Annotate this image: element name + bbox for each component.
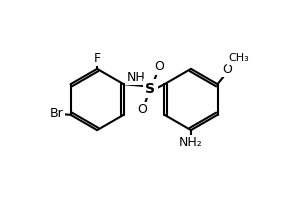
Text: S: S (145, 82, 155, 96)
Text: O: O (154, 60, 164, 73)
Text: O: O (222, 63, 232, 76)
Text: CH₃: CH₃ (228, 54, 249, 63)
Text: O: O (138, 103, 148, 116)
Text: Br: Br (50, 107, 63, 120)
Text: NH: NH (127, 71, 145, 84)
Text: NH₂: NH₂ (179, 137, 203, 149)
Text: F: F (94, 52, 101, 64)
